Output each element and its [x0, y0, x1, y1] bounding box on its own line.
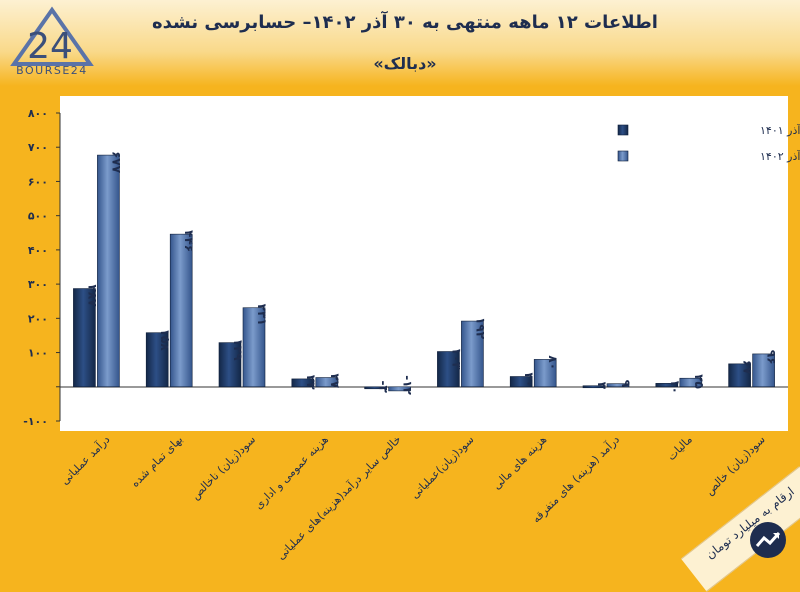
- bar-1401: [437, 351, 460, 388]
- bar-1402: [315, 377, 339, 388]
- bar-value-label: ۱۰۳: [449, 348, 463, 371]
- legend-swatch: [617, 150, 629, 162]
- bar-value-label: ۹: [619, 380, 633, 388]
- x-category-label: درآمد عملیاتی: [57, 432, 112, 487]
- bar-1402: [606, 383, 630, 388]
- company-name: «دبالک»: [373, 54, 437, 73]
- bar-value-label: ۱۰: [668, 379, 682, 394]
- y-tick-label: ۴۰۰: [28, 244, 48, 257]
- y-tick-label: ۶۰۰: [28, 175, 48, 188]
- logo-icon: 24: [10, 6, 94, 67]
- bar-value-label: ۱۲۹: [231, 339, 245, 362]
- bar-value-label: ۳: [595, 382, 609, 390]
- bar-value-label: ۱۹۲: [473, 317, 487, 340]
- y-tick-label: ۱۰۰: [28, 347, 48, 360]
- y-tick-label: ۳۰۰: [28, 278, 48, 291]
- bar-1402: [461, 320, 484, 388]
- y-tick-label: -۱۰۰: [23, 415, 48, 428]
- bar-value-label: ۶۷: [741, 360, 755, 375]
- bar-1402: [679, 377, 703, 388]
- bar-1401: [218, 342, 242, 388]
- bar-1401: [291, 378, 315, 388]
- bar-1401: [728, 363, 751, 388]
- y-tick-label: ۵۰۰: [28, 210, 48, 223]
- bar-value-label: ۶۷۷: [109, 151, 123, 174]
- bar-chart: ۸۰۰ ۷۰۰ ۶۰۰ ۵۰۰ ۴۰۰ ۳۰۰ ۲۰۰ ۱۰۰ -۱۰۰ ۲۸۷ ۶۷۷ ۱۵۸ ۴۴…: [23, 96, 800, 562]
- bar-1401: [509, 376, 533, 388]
- chart-container: ۸۰۰ ۷۰۰ ۶۰۰ ۵۰۰ ۴۰۰ ۳۰۰ ۲۰۰ ۱۰۰ -۱۰۰ ۲۸۷ ۶۷۷ ۱۵۸ ۴۴…: [23, 96, 800, 562]
- bar-value-label: -۳: [377, 380, 391, 393]
- bar-1402: [752, 353, 775, 388]
- bar-1401: [364, 386, 387, 390]
- bar-1402: [388, 386, 411, 392]
- legend-label: عملکرد منتهی به آذر ۱۴۰۱: [760, 123, 800, 137]
- bar-1401: [145, 332, 169, 388]
- x-category-label: سود(زیان)عملیاتی: [408, 433, 476, 501]
- y-tick-label: ۲۰۰: [28, 312, 48, 325]
- x-category-label: هزینه عمومی و اداری: [252, 433, 331, 512]
- svg-text:24: 24: [27, 26, 73, 67]
- bar-value-label: ۳۰: [522, 373, 536, 388]
- bar-value-label: ۲۳۱: [255, 304, 269, 326]
- x-category-label: مالیات: [665, 433, 695, 463]
- bar-1402: [97, 154, 120, 388]
- bar-value-label: ۲۷: [328, 374, 342, 389]
- bar-1401: [655, 383, 679, 388]
- page-title: اطلاعات ۱۲ ماهه منتهی به ۳۰ آذر ۱۴۰۲– حس…: [152, 12, 658, 33]
- bar-1401: [73, 288, 96, 388]
- legend-label: عملکرد منتهی به آذر ۱۴۰۲: [760, 149, 800, 163]
- header-background: [0, 0, 800, 86]
- bar-1401: [582, 385, 606, 389]
- bar-value-label: -۱۲: [401, 375, 415, 395]
- bar-1402: [242, 307, 266, 388]
- bar-value-label: ۸۰: [546, 355, 560, 370]
- bar-1402: [533, 359, 557, 388]
- logo-text: BOURSE24: [16, 64, 88, 77]
- bar-1402: [169, 233, 193, 388]
- bar-value-label: ۹۶: [765, 350, 779, 365]
- x-category-label: بهای تمام شده: [128, 433, 185, 490]
- x-category-label: سود(زیان) خالص: [703, 433, 768, 498]
- bar-value-label: ۱۵۸: [158, 329, 172, 352]
- legend-swatch: [617, 124, 629, 136]
- bar-value-label: ۴۴۶: [182, 230, 196, 252]
- x-category-label: سود(زیان) ناخالص: [189, 433, 258, 502]
- y-tick-label: ۸۰۰: [28, 107, 48, 120]
- y-tick-label: ۷۰۰: [28, 141, 48, 154]
- trend-logo-icon: [750, 522, 786, 558]
- bar-value-label: ۲۸۷: [85, 285, 99, 308]
- bar-value-label: ۲۳: [304, 375, 318, 390]
- x-category-label: هزینه های مالی: [490, 433, 549, 492]
- x-category-label: خالص سایر درآمد(هزینه)های عملیاتی: [274, 432, 404, 562]
- bar-value-label: ۲۵: [692, 374, 706, 389]
